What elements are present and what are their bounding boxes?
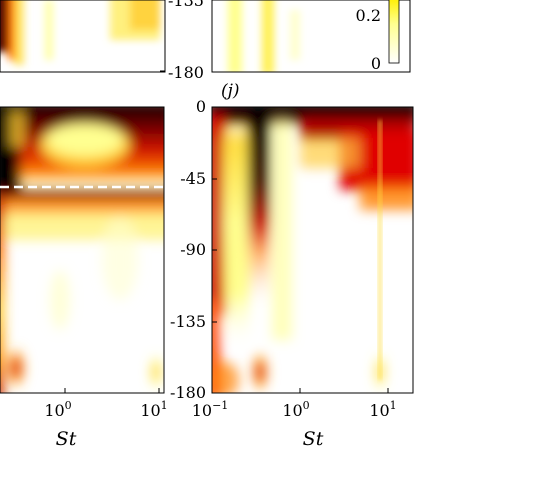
- heatmap-bottom-left: [0, 107, 164, 393]
- panel-top-left: -135 -180: [0, 0, 204, 82]
- axes-frame-top-left: [0, 0, 166, 73]
- x-axis-label-panel-j: St: [303, 428, 324, 450]
- y-tick-0: 0: [196, 97, 206, 116]
- x-tick-bottom-left-10e1: 101: [140, 399, 167, 420]
- colorbar: 0.2 0: [356, 0, 400, 73]
- x-tick-10e1: 101: [369, 399, 396, 420]
- y-tick-neg45: -45: [180, 169, 206, 188]
- y-tick-top-left-neg135: -135: [168, 0, 204, 10]
- heatmap-top-left: [0, 0, 165, 72]
- x-axis-label-bottom-left: St: [56, 428, 77, 450]
- heatmap-panel-j: [212, 107, 413, 393]
- y-tick-top-left-neg180: -180: [168, 63, 204, 82]
- x-tick-bottom-left-10e0: 100: [44, 399, 71, 420]
- y-tick-neg90: -90: [180, 240, 206, 259]
- heatmap-top-right: [212, 0, 410, 72]
- x-axis-panel-j: 10−1 100 101 St: [192, 388, 397, 450]
- x-tick-10e-1: 10−1: [192, 399, 229, 420]
- panel-top-right: 0.2 0: [211, 0, 411, 73]
- y-tick-neg135: -135: [170, 312, 206, 331]
- x-tick-10e0: 100: [282, 399, 309, 420]
- y-axis-panel-j: 0 -45 -90 -135 -180: [170, 97, 217, 402]
- y-tick-neg180: -180: [170, 383, 206, 402]
- panel-label-j: (j): [221, 81, 240, 101]
- panel-bottom-left: 100 101 St: [0, 106, 168, 450]
- axes-frame-bottom-left: [0, 106, 165, 394]
- colorbar-tick-0: 0: [371, 54, 381, 73]
- colorbar-tick-0-2: 0.2: [356, 6, 381, 25]
- colorbar-gradient: [388, 0, 400, 64]
- axes-frame-top-right: [211, 0, 411, 73]
- panel-j: (j): [170, 81, 414, 450]
